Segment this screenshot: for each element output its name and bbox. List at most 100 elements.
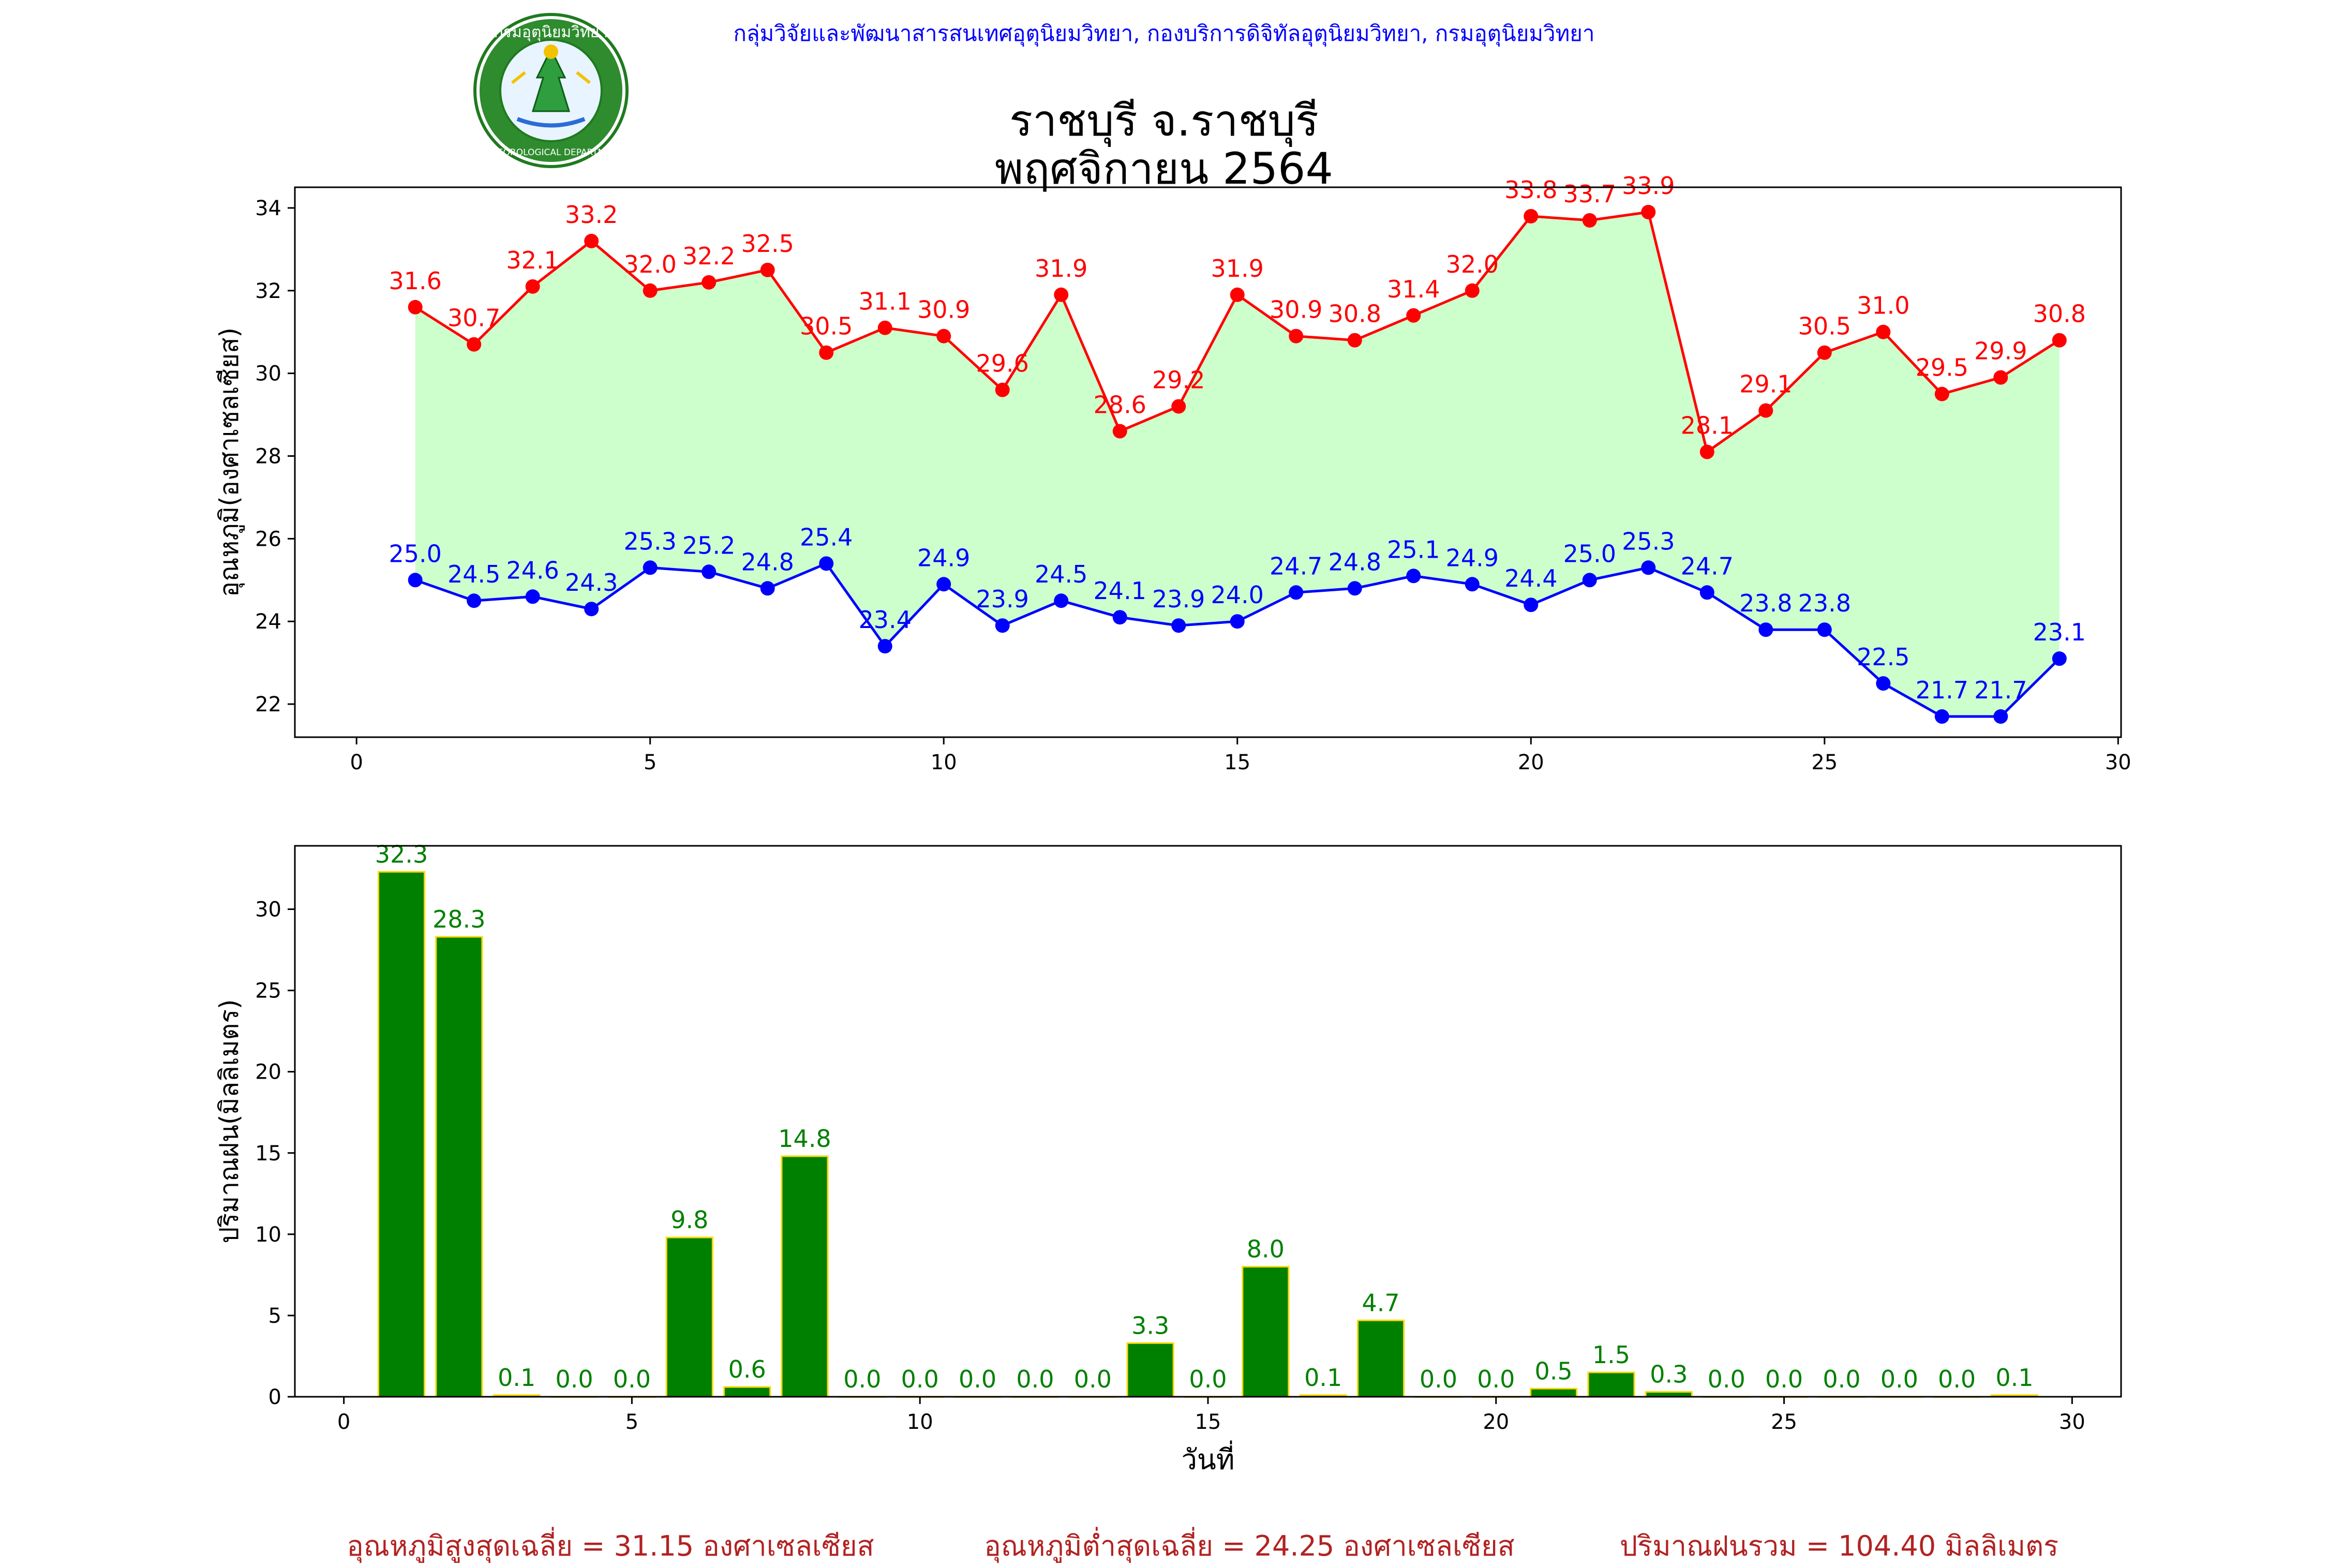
temperature-x-tick-label: 5 [644, 751, 656, 774]
temperature-y-tick-label: 30 [255, 362, 281, 386]
min-temperature-label: 24.0 [1211, 581, 1264, 609]
min-temperature-label: 25.0 [1563, 540, 1616, 568]
max-temperature-label: 32.0 [1446, 250, 1499, 278]
rainfall-bar [781, 1155, 829, 1398]
rainfall-y-tick-label: 5 [268, 1304, 281, 1328]
temperature-x-tick-label: 10 [931, 751, 957, 774]
min-temperature-point [1699, 585, 1714, 600]
min-temperature-label: 23.9 [976, 585, 1029, 613]
temperature-plot-frame [294, 186, 2122, 738]
min-temperature-point [995, 618, 1010, 633]
min-temperature-point [1230, 614, 1245, 629]
max-temperature-point [1934, 386, 1949, 401]
max-temperature-point [995, 382, 1010, 397]
rainfall-x-axis-label: วันที่ [1182, 1440, 1235, 1476]
min-temperature-point [1993, 709, 2008, 724]
rainfall-y-tick-label: 15 [255, 1142, 281, 1166]
min-temperature-label: 24.7 [1270, 552, 1322, 580]
max-temperature-label: 29.6 [976, 350, 1029, 378]
max-temperature-label: 28.1 [1681, 412, 1734, 440]
rainfall-value-label: 32.3 [375, 840, 428, 868]
rainfall-value-label: 0.0 [1074, 1365, 1112, 1393]
rainfall-bar [665, 1236, 713, 1398]
rainfall-value-label: 0.0 [1765, 1365, 1803, 1393]
rainfall-x-tick-label: 0 [337, 1410, 350, 1434]
rainfall-value-label: 28.3 [432, 905, 485, 933]
temperature-y-tick-label: 32 [255, 279, 281, 303]
max-temperature-point [1582, 213, 1597, 228]
max-temperature-point [760, 262, 775, 277]
min-temperature-label: 25.1 [1387, 535, 1440, 563]
max-temperature-label: 31.9 [1035, 255, 1087, 282]
max-temperature-point [643, 283, 658, 298]
max-temperature-label: 30.8 [2033, 300, 2086, 328]
max-temperature-label: 31.0 [1857, 292, 1909, 320]
max-temperature-point [1465, 283, 1480, 298]
station-title: ราชบุรี จ.ราชบุรี [1009, 95, 1319, 146]
max-temperature-point [1524, 208, 1539, 223]
rainfall-y-axis-label: ปริมาณฝน(มิลลิเมตร) [214, 999, 244, 1243]
logo-top-text: กรมอุตุนิยมวิทยา [494, 23, 608, 42]
min-temperature-point [760, 581, 775, 596]
max-temperature-label: 31.1 [859, 288, 912, 316]
temperature-x-tick-label: 15 [1224, 751, 1250, 774]
temperature-x-tick-label: 30 [2105, 751, 2131, 774]
rainfall-x-tick-label: 30 [2059, 1410, 2085, 1434]
rainfall-value-label: 0.0 [1420, 1365, 1457, 1393]
max-temperature-label: 28.6 [1094, 391, 1146, 419]
rainfall-bar [435, 936, 483, 1398]
min-temperature-point [2052, 651, 2067, 666]
min-temperature-point [1289, 585, 1304, 600]
min-temperature-point [467, 593, 482, 608]
rainfall-value-label: 0.0 [1016, 1365, 1054, 1393]
min-temperature-label: 24.7 [1681, 552, 1734, 580]
month-title: พฤศจิกายน 2564 [995, 143, 1333, 194]
rainfall-value-label: 0.0 [613, 1365, 651, 1393]
rainfall-bar [1357, 1319, 1405, 1398]
rainfall-bar [1126, 1342, 1174, 1398]
rainfall-value-label: 0.0 [1189, 1365, 1227, 1393]
min-temperature-point [525, 589, 540, 604]
max-temperature-point [1817, 345, 1832, 360]
logo-bottom-text: METEOROLOGICAL DEPARTMENT [479, 147, 623, 158]
temperature-y-axis-label: อุณหภูมิ(องศาเซลเซียส) [214, 327, 245, 597]
min-temperature-point [1524, 598, 1539, 613]
max-temperature-point [2052, 333, 2067, 348]
max-temperature-point [467, 337, 482, 352]
min-temperature-label: 24.8 [741, 548, 794, 576]
min-temperature-point [1934, 709, 1949, 724]
min-temperature-point [1582, 573, 1597, 588]
rainfall-x-tick-label: 25 [1771, 1410, 1797, 1434]
rainfall-value-label: 0.1 [498, 1364, 535, 1392]
rainfall-value-label: 0.0 [1708, 1365, 1745, 1393]
rainfall-value-label: 0.1 [1304, 1364, 1342, 1392]
min-temperature-point [408, 573, 423, 588]
min-temperature-point [1406, 569, 1421, 584]
rainfall-value-label: 0.0 [1881, 1365, 1918, 1393]
temperature-x-tick-label: 25 [1811, 751, 1838, 774]
max-temperature-point [408, 300, 423, 315]
min-temperature-label: 22.5 [1857, 643, 1909, 671]
rainfall-x-tick-label: 15 [1195, 1410, 1221, 1434]
min-temperature-label: 24.6 [506, 556, 559, 584]
max-temperature-point [702, 275, 717, 290]
min-temperature-label: 24.5 [1035, 560, 1087, 588]
max-temperature-label: 31.4 [1387, 275, 1440, 303]
rainfall-plot-frame [294, 845, 2122, 1398]
max-temperature-point [584, 233, 599, 248]
max-temperature-label: 31.6 [389, 267, 441, 295]
meteorological-department-logo: กรมอุตุนิยมวิทยา METEOROLOGICAL DEPARTME… [473, 13, 629, 168]
max-temperature-label: 32.5 [741, 230, 794, 258]
max-temperature-point [819, 345, 834, 360]
rainfall-value-label: 0.1 [1995, 1364, 2033, 1392]
rainfall-value-label: 1.5 [1592, 1341, 1630, 1369]
rainfall-value-label: 0.6 [728, 1355, 766, 1383]
organization-line: กลุ่มวิจัยและพัฒนาสารสนเทศอุตุนิยมวิทยา,… [733, 21, 1595, 46]
rainfall-value-label: 0.0 [1938, 1365, 1976, 1393]
rainfall-value-label: 0.5 [1535, 1357, 1573, 1385]
rainfall-bar [1530, 1387, 1578, 1398]
rainfall-y-tick-label: 20 [255, 1061, 281, 1084]
rainfall-value-label: 0.0 [843, 1365, 881, 1393]
min-temperature-point [1817, 622, 1832, 637]
max-temperature-point [1876, 324, 1891, 339]
